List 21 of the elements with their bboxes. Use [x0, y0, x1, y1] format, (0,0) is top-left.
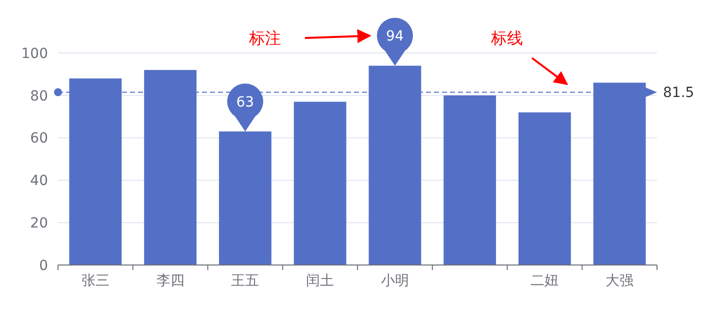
x-tick-label: 王五 — [231, 273, 260, 289]
y-tick-label: 20 — [30, 216, 48, 232]
ref-line-label: 81.5 — [663, 85, 694, 102]
bar — [294, 102, 346, 265]
text: 标注 — [248, 28, 281, 48]
x-tick-label: 大强 — [606, 273, 634, 289]
bar — [518, 112, 571, 265]
x-tick-label: 小明 — [380, 273, 409, 289]
x-tick-label: 张三 — [81, 273, 110, 289]
bar — [444, 95, 496, 265]
x-tick-label: 李四 — [156, 273, 184, 289]
annotation: 94 — [386, 28, 404, 45]
y-tick-label: 60 — [30, 130, 48, 147]
annotation: 63 — [236, 94, 254, 110]
x-tick-label: 二妞 — [530, 273, 559, 289]
text: 标线 — [490, 28, 523, 48]
y-tick-label: 80 — [30, 88, 48, 104]
y-tick-label: 100 — [21, 46, 48, 62]
x-tick-label: 闰土 — [306, 273, 334, 289]
y-tick-label: 0 — [39, 258, 48, 274]
y-tick-label: 40 — [30, 173, 48, 190]
